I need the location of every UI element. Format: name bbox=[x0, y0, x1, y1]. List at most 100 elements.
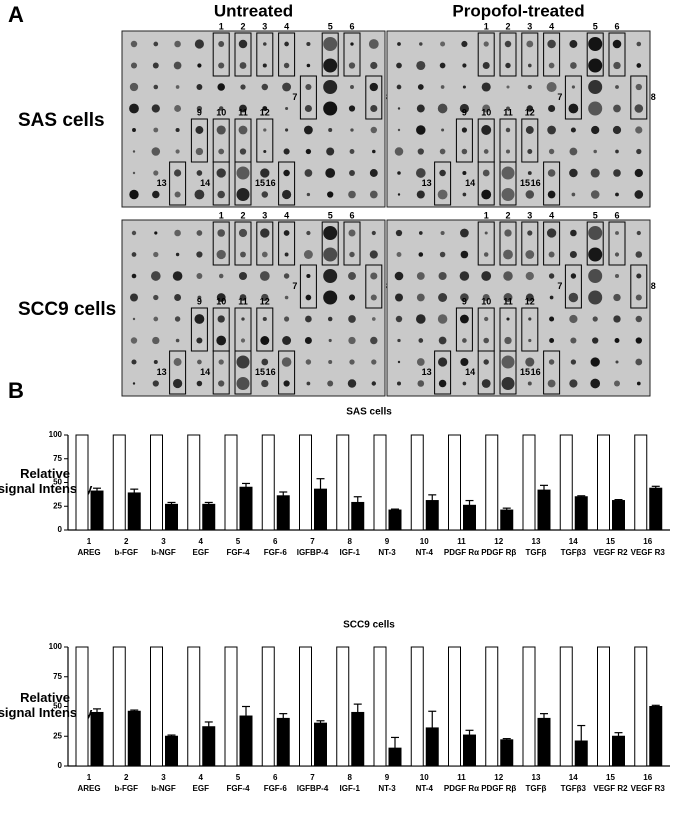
blot-spot bbox=[549, 338, 555, 343]
blot-spot bbox=[438, 271, 447, 281]
box-number: 1 bbox=[484, 210, 489, 220]
blot-spot bbox=[350, 42, 354, 46]
blot-spot bbox=[283, 62, 290, 69]
blot-spot bbox=[306, 381, 311, 386]
spot-box bbox=[630, 75, 648, 120]
blot-spot bbox=[570, 229, 577, 237]
blot-spot bbox=[152, 62, 159, 69]
blot-spot bbox=[501, 355, 515, 369]
blot-spot bbox=[348, 336, 356, 345]
x-tick-number: 9 bbox=[385, 773, 390, 782]
blot-spot bbox=[395, 293, 403, 302]
blot-spot bbox=[241, 317, 245, 321]
blot-spot bbox=[615, 231, 619, 235]
bar bbox=[597, 434, 610, 531]
box-number: 7 bbox=[292, 281, 297, 291]
blot-spot bbox=[634, 190, 644, 199]
bar bbox=[559, 434, 573, 531]
blot-spot bbox=[306, 230, 311, 236]
blot-spot bbox=[634, 104, 644, 113]
spot-box bbox=[169, 161, 187, 206]
blot-spot bbox=[196, 273, 203, 279]
blot-spot bbox=[151, 104, 160, 113]
x-tick-label: AREG bbox=[77, 784, 100, 793]
spot-box bbox=[608, 32, 626, 77]
blot-spot bbox=[284, 252, 289, 257]
blot-spot bbox=[569, 147, 578, 156]
bar bbox=[612, 735, 625, 767]
blot-spot bbox=[174, 105, 182, 112]
x-tick-label: IGFBP-4 bbox=[297, 548, 329, 557]
blot-spot bbox=[635, 126, 643, 134]
blot-spot bbox=[504, 336, 512, 345]
box-number: 16 bbox=[266, 367, 276, 377]
blot-spot bbox=[614, 273, 620, 279]
blot-spot bbox=[218, 273, 224, 279]
spot-box bbox=[234, 221, 252, 266]
blot-spot bbox=[615, 360, 619, 364]
blot-spot bbox=[303, 125, 313, 135]
box-number: 5 bbox=[593, 210, 598, 220]
blot-spot bbox=[306, 41, 311, 47]
blot-spot bbox=[284, 316, 290, 322]
x-tick-label: TGFβ3 bbox=[561, 548, 587, 557]
spot-box bbox=[521, 32, 539, 77]
blot-spot bbox=[175, 85, 180, 89]
spot-box bbox=[365, 75, 383, 120]
blot-spot bbox=[327, 191, 334, 198]
box-number: 12 bbox=[260, 296, 270, 306]
blot-spot bbox=[260, 168, 270, 178]
blot-spot bbox=[528, 338, 532, 343]
blot-spot bbox=[261, 293, 269, 302]
blot-spot bbox=[635, 358, 643, 366]
blot-spot bbox=[636, 230, 641, 236]
spot-box bbox=[343, 221, 361, 266]
spot-box bbox=[299, 75, 317, 120]
x-tick-label: NT-3 bbox=[378, 548, 396, 557]
blot-spot bbox=[418, 252, 424, 257]
blot-spot bbox=[326, 147, 335, 156]
blot-spot bbox=[196, 170, 203, 176]
blot-spot bbox=[217, 229, 226, 237]
blot-spot bbox=[462, 338, 467, 343]
x-tick-number: 12 bbox=[494, 537, 503, 546]
blot-spot bbox=[506, 317, 510, 321]
blot-spot bbox=[283, 380, 290, 387]
box-number: 7 bbox=[557, 281, 562, 291]
y-tick-label: 0 bbox=[58, 525, 63, 534]
blot-spot bbox=[172, 271, 183, 281]
blot-spot bbox=[349, 359, 355, 365]
blot-spot bbox=[370, 126, 378, 134]
blot-spot bbox=[131, 230, 137, 236]
blot-spot bbox=[636, 148, 642, 155]
row-title: SAS cells bbox=[18, 110, 105, 131]
blot-spot bbox=[547, 379, 556, 388]
blot-spot bbox=[197, 295, 202, 300]
blot-spot bbox=[236, 377, 250, 390]
blot-spot bbox=[306, 63, 311, 68]
blot-spot bbox=[132, 317, 136, 321]
blot-spot bbox=[305, 148, 312, 155]
bar bbox=[314, 488, 327, 531]
blot-spot bbox=[615, 149, 619, 154]
x-tick-number: 11 bbox=[457, 537, 466, 546]
blot-spot bbox=[549, 316, 555, 322]
blot-spot bbox=[196, 337, 203, 344]
box-number: 12 bbox=[525, 107, 535, 117]
bar bbox=[373, 646, 387, 767]
blot-spot bbox=[396, 381, 402, 386]
x-tick-number: 15 bbox=[606, 537, 615, 546]
blot-spot bbox=[481, 379, 491, 388]
blot-spot bbox=[151, 147, 161, 156]
blot-spot bbox=[549, 295, 554, 300]
bar bbox=[448, 434, 461, 531]
spot-box bbox=[543, 350, 561, 395]
blot-spot bbox=[217, 190, 225, 199]
x-tick-number: 16 bbox=[643, 773, 652, 782]
x-tick-number: 6 bbox=[273, 537, 278, 546]
blot-spot bbox=[527, 63, 532, 68]
spot-box bbox=[543, 32, 561, 77]
panel-label: A bbox=[8, 2, 24, 27]
box-number: 11 bbox=[238, 296, 248, 306]
blot-spot bbox=[239, 104, 247, 113]
